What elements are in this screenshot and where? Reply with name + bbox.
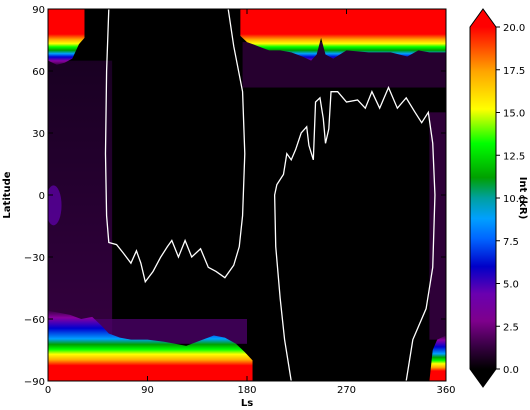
- y-axis-label: Latitude: [2, 171, 13, 218]
- x-tick-label: 360: [436, 385, 455, 396]
- y-tick-label: −60: [24, 315, 45, 326]
- colorbar-tick-label: 15.0: [503, 109, 525, 120]
- plot-area: [48, 9, 446, 381]
- colorbar: 0.0 2.5 5.0 7.5 10.0 12.5 15.0 17.5 20.0: [469, 8, 525, 388]
- colorbar-tick-label: 2.5: [503, 322, 519, 333]
- y-tick-label: 90: [32, 5, 45, 16]
- colorbar-tick-label: 0.0: [503, 365, 519, 376]
- north-saturation-band: [48, 9, 446, 65]
- south-saturation-band: [48, 310, 253, 381]
- colorbar-tick-label: 7.5: [503, 237, 519, 248]
- colorbar-tick-label: 20.0: [503, 23, 525, 34]
- colorbar-label: Int (kR): [517, 177, 528, 220]
- y-axis: −90 −60 −30 0 30 60 90: [24, 5, 446, 388]
- colorbar-tick-label: 17.5: [503, 66, 525, 77]
- x-axis: 0 90 180 270 360: [45, 9, 456, 396]
- y-tick-label: −30: [24, 253, 45, 264]
- colorbar-max-extension: [470, 9, 496, 27]
- colorbar-gradient: [470, 27, 496, 369]
- north-polar-night-contour: [104, 9, 246, 284]
- y-tick-label: 0: [39, 191, 45, 202]
- late-south-saturation: [429, 335, 446, 381]
- y-tick-label: 60: [32, 67, 45, 78]
- colorbar-min-extension: [470, 369, 496, 387]
- colorbar-ticks: 0.0 2.5 5.0 7.5 10.0 12.5 15.0 17.5 20.0: [496, 23, 525, 376]
- contour-lines: [104, 9, 436, 381]
- late-season-emission: [429, 112, 446, 340]
- x-tick-label: 270: [337, 385, 356, 396]
- colorbar-tick-label: 10.0: [503, 194, 525, 205]
- x-axis-label: Ls: [241, 398, 253, 409]
- south-polar-night-contour: [273, 85, 436, 381]
- x-tick-label: 90: [141, 385, 154, 396]
- x-tick-label: 0: [45, 385, 51, 396]
- x-tick-label: 180: [237, 385, 256, 396]
- y-tick-label: −90: [24, 377, 45, 388]
- colorbar-tick-label: 5.0: [503, 280, 519, 291]
- y-tick-label: 30: [32, 129, 45, 140]
- colorbar-tick-label: 12.5: [503, 151, 525, 162]
